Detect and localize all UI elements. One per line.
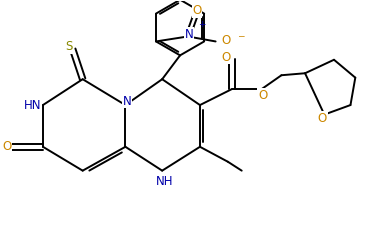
Text: O: O [192,4,201,17]
Text: O: O [258,89,267,102]
Text: N: N [123,95,132,108]
Text: HN: HN [23,99,41,111]
Text: N: N [184,28,193,41]
Text: −: − [238,32,245,40]
Text: NH: NH [156,175,173,188]
Text: O: O [3,140,12,153]
Text: O: O [318,112,327,125]
Text: O: O [221,51,230,64]
Text: +: + [198,20,205,29]
Text: S: S [65,40,72,53]
Text: O: O [221,34,230,47]
